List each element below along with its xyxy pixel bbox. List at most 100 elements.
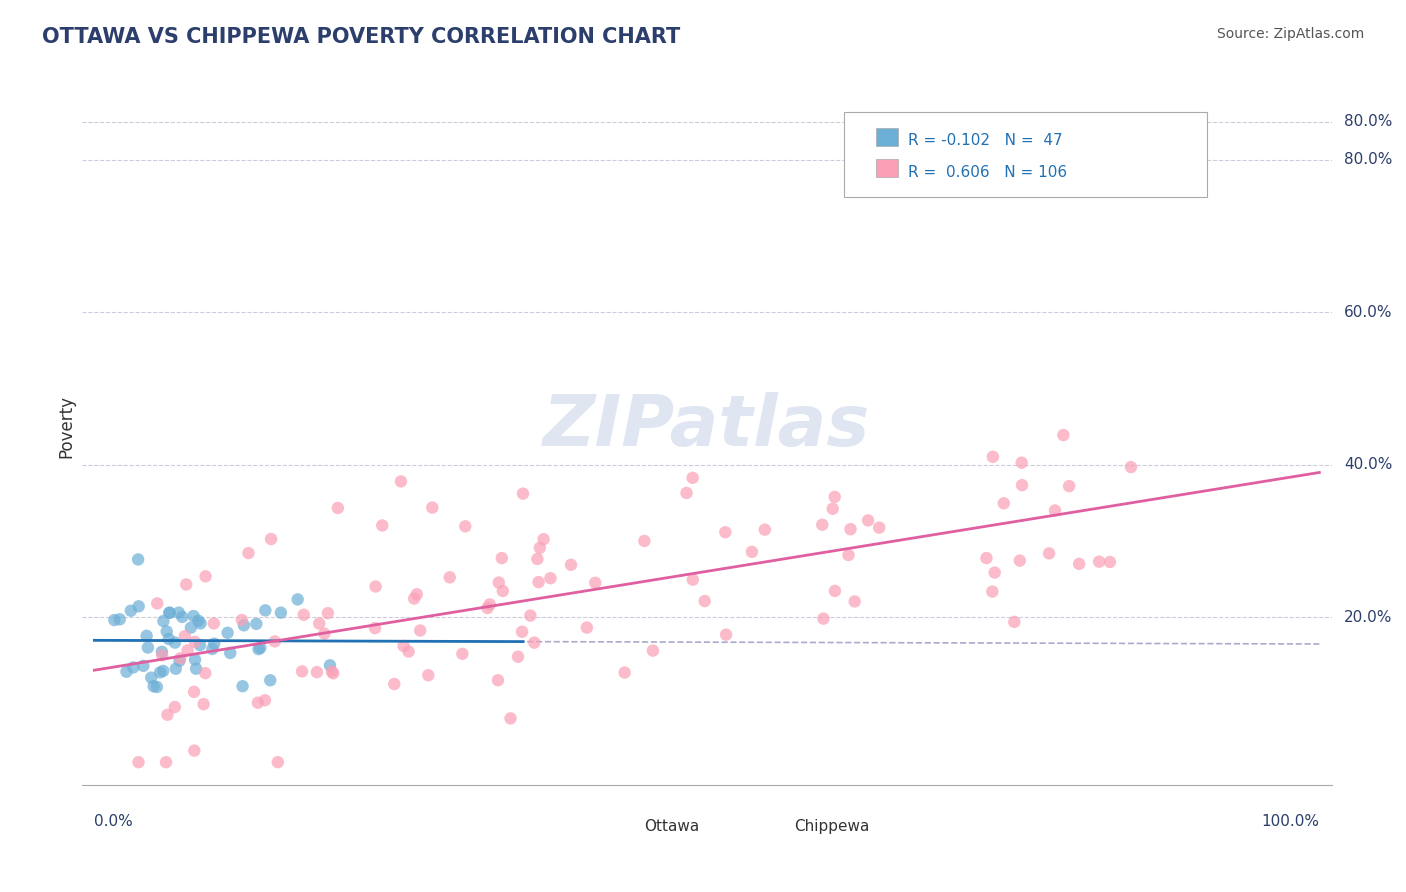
- Point: [529, 541, 551, 555]
- Point: [167, 606, 190, 620]
- Point: [754, 523, 776, 537]
- Text: 40.0%: 40.0%: [1344, 458, 1392, 473]
- Point: [392, 639, 415, 653]
- Text: R = -0.102   N =  47: R = -0.102 N = 47: [908, 134, 1063, 148]
- Point: [478, 598, 501, 612]
- Point: [641, 643, 664, 657]
- Point: [249, 640, 271, 655]
- Point: [321, 665, 343, 679]
- Point: [837, 548, 859, 562]
- Point: [187, 614, 209, 628]
- Point: [150, 648, 173, 663]
- Text: 100.0%: 100.0%: [1261, 814, 1319, 829]
- Point: [382, 677, 405, 691]
- Point: [260, 532, 283, 546]
- Point: [409, 624, 432, 638]
- Point: [839, 522, 862, 536]
- Point: [1119, 460, 1142, 475]
- Point: [201, 642, 224, 657]
- Point: [1011, 478, 1033, 492]
- Point: [245, 616, 267, 631]
- Point: [253, 693, 276, 707]
- Point: [1043, 503, 1066, 517]
- Point: [163, 635, 186, 649]
- Point: [232, 618, 254, 632]
- Point: [128, 599, 150, 614]
- Point: [122, 660, 145, 674]
- Point: [398, 644, 420, 658]
- Point: [868, 521, 890, 535]
- Point: [180, 621, 202, 635]
- Point: [976, 551, 998, 566]
- Point: [527, 575, 550, 590]
- Point: [305, 665, 328, 680]
- Point: [540, 571, 562, 585]
- Point: [115, 665, 138, 679]
- Point: [152, 664, 174, 678]
- Point: [512, 486, 534, 500]
- Point: [156, 624, 179, 639]
- Point: [193, 697, 215, 711]
- Point: [488, 575, 510, 590]
- Point: [183, 685, 205, 699]
- Point: [405, 587, 427, 601]
- Point: [675, 486, 697, 500]
- Bar: [876, 160, 898, 178]
- Point: [389, 475, 412, 489]
- Point: [491, 551, 513, 566]
- Point: [1052, 428, 1074, 442]
- Point: [238, 546, 260, 560]
- Point: [291, 665, 314, 679]
- Point: [533, 533, 555, 547]
- Point: [308, 616, 330, 631]
- Point: [163, 700, 186, 714]
- Point: [506, 649, 529, 664]
- Point: [1011, 456, 1033, 470]
- Point: [510, 624, 533, 639]
- Point: [1038, 546, 1060, 560]
- Point: [486, 673, 509, 688]
- Point: [741, 545, 763, 559]
- Point: [127, 552, 149, 566]
- Point: [263, 634, 285, 648]
- Bar: [756, 817, 789, 835]
- Point: [322, 666, 344, 681]
- Point: [128, 755, 150, 769]
- FancyBboxPatch shape: [845, 112, 1206, 197]
- Bar: [607, 817, 638, 835]
- Text: Ottawa: Ottawa: [644, 819, 700, 834]
- Point: [526, 552, 548, 566]
- Point: [439, 570, 461, 584]
- Point: [454, 519, 477, 533]
- Point: [173, 629, 195, 643]
- Point: [682, 471, 704, 485]
- Point: [824, 583, 846, 598]
- Point: [364, 621, 387, 635]
- Point: [165, 662, 187, 676]
- Point: [157, 632, 180, 646]
- Point: [267, 755, 290, 769]
- Point: [693, 594, 716, 608]
- Point: [169, 651, 191, 665]
- Bar: [876, 128, 898, 146]
- Point: [1057, 479, 1080, 493]
- Point: [202, 616, 225, 631]
- Point: [231, 613, 253, 627]
- Point: [1008, 553, 1031, 567]
- Point: [159, 606, 181, 620]
- Point: [194, 569, 217, 583]
- Point: [219, 646, 242, 660]
- Point: [169, 654, 191, 668]
- Point: [183, 609, 205, 624]
- Point: [451, 647, 474, 661]
- Point: [184, 662, 207, 676]
- Point: [103, 613, 125, 627]
- Point: [156, 707, 179, 722]
- Point: [993, 496, 1015, 510]
- Point: [420, 500, 443, 515]
- Point: [477, 601, 499, 615]
- Point: [714, 525, 737, 540]
- Point: [1002, 615, 1025, 629]
- Point: [981, 584, 1004, 599]
- Point: [146, 680, 169, 694]
